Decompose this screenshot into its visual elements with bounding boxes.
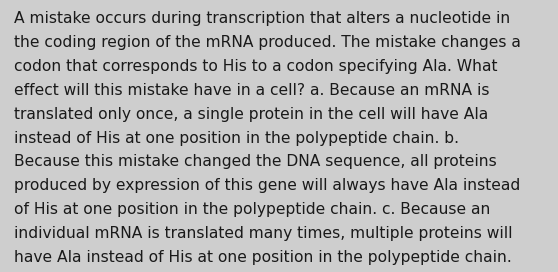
Text: the coding region of the mRNA produced. The mistake changes a: the coding region of the mRNA produced. …: [14, 35, 521, 50]
Text: individual mRNA is translated many times, multiple proteins will: individual mRNA is translated many times…: [14, 226, 512, 241]
Text: have Ala instead of His at one position in the polypeptide chain.: have Ala instead of His at one position …: [14, 250, 512, 265]
Text: translated only once, a single protein in the cell will have Ala: translated only once, a single protein i…: [14, 107, 488, 122]
Text: Because this mistake changed the DNA sequence, all proteins: Because this mistake changed the DNA seq…: [14, 154, 497, 169]
Text: produced by expression of this gene will always have Ala instead: produced by expression of this gene will…: [14, 178, 520, 193]
Text: of His at one position in the polypeptide chain. c. Because an: of His at one position in the polypeptid…: [14, 202, 490, 217]
Text: effect will this mistake have in a cell? a. Because an mRNA is: effect will this mistake have in a cell?…: [14, 83, 489, 98]
Text: A mistake occurs during transcription that alters a nucleotide in: A mistake occurs during transcription th…: [14, 11, 510, 26]
Text: codon that corresponds to His to a codon specifying Ala. What: codon that corresponds to His to a codon…: [14, 59, 497, 74]
Text: instead of His at one position in the polypeptide chain. b.: instead of His at one position in the po…: [14, 131, 459, 146]
